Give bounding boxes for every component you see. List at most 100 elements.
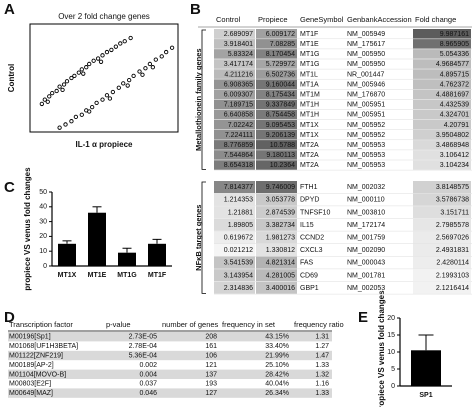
point [121, 81, 126, 86]
cell-shade [413, 39, 471, 49]
point [100, 97, 105, 102]
table-cell: 2.874539 [266, 209, 295, 216]
cell-shade [256, 49, 297, 59]
table-cell: 121 [205, 362, 217, 369]
panel-label: C [4, 179, 15, 196]
table-cell: 0.004 [139, 371, 157, 378]
table-cell: NM_175617 [347, 41, 385, 48]
y-tick-label: 5 [391, 366, 395, 373]
table-cell: NM_005949 [347, 31, 385, 38]
table-cell: 8.965905 [440, 41, 469, 48]
table-cell: 3.5786738 [436, 197, 469, 204]
y-tick-label: 0 [391, 383, 395, 390]
cell-shade [256, 206, 297, 219]
point [57, 84, 62, 89]
table-cell: 1.89805 [228, 222, 253, 229]
cell-shade [413, 49, 471, 59]
cell-shade [413, 29, 471, 39]
point [153, 57, 158, 62]
point [113, 44, 118, 49]
table-cell: 7.08285 [270, 41, 295, 48]
table-cell: 2.1216414 [436, 285, 469, 292]
point [87, 61, 92, 67]
table-cell: 8.170454 [266, 51, 295, 58]
cell-shade [256, 79, 297, 89]
table-cell: 2.689097 [224, 31, 253, 38]
table-cell: NM_005952 [347, 132, 385, 139]
bar [411, 350, 441, 386]
panel-label: D [4, 309, 15, 326]
table-cell: MT1G [300, 51, 319, 58]
cell-shade [256, 119, 297, 130]
cell-shade [256, 29, 297, 39]
table-cell: 9.337849 [266, 102, 295, 109]
table-cell: 3.9504802 [436, 132, 469, 139]
table-cell: 40.04% [265, 381, 289, 388]
table-cell: 2.314836 [224, 285, 253, 292]
plot-frame [29, 23, 179, 133]
table-cell: M01104[MOVO-B] [9, 371, 66, 378]
table-cell: 3.8148575 [436, 184, 469, 191]
table-cell: 6.502736 [266, 71, 295, 78]
column-header: frequency ratio [294, 320, 344, 329]
table-cell: NM_005950 [347, 51, 385, 58]
point [94, 100, 99, 105]
point [79, 112, 84, 117]
y-axis-label: Control [7, 64, 16, 92]
table-cell: 161 [205, 343, 217, 350]
point [69, 75, 74, 81]
point [109, 47, 114, 53]
cell-shade [214, 119, 255, 130]
cell-shade [413, 79, 471, 89]
table-cell: 26.34% [265, 390, 289, 397]
table-cell: 8.754458 [266, 112, 295, 119]
table-cell: 3.918401 [224, 41, 253, 48]
point [57, 125, 62, 130]
cell-shade [214, 218, 255, 231]
cell-shade [214, 193, 255, 206]
bar [148, 243, 166, 266]
table-cell: 0.021212 [224, 247, 253, 254]
x-tick-label: MT1E [88, 272, 107, 279]
y-axis-label: propiece VS venus fold changes [377, 290, 386, 407]
cell-shade [413, 206, 471, 219]
table-cell: NM_000043 [347, 260, 385, 267]
point [73, 114, 79, 120]
table-cell: 4.432539 [440, 102, 469, 109]
cell-shade [214, 150, 255, 160]
table-cell: MT1G [300, 61, 319, 68]
cell-shade [214, 49, 255, 59]
cell-shade [413, 89, 471, 100]
point [72, 73, 77, 78]
cell-shade [256, 218, 297, 231]
table-cell: 3.400016 [266, 285, 295, 292]
table-cell: 2.73E-05 [129, 334, 158, 341]
x-tick-label: SP1 [419, 392, 432, 399]
cell-shade [214, 140, 255, 150]
point [104, 49, 110, 55]
table-cell: 9.746009 [266, 184, 295, 191]
cell-shade [214, 130, 255, 140]
table-cell: NM_002032 [347, 184, 385, 191]
y-tick-label: 40 [39, 204, 47, 211]
point [169, 45, 175, 50]
panel-label: A [4, 1, 15, 18]
cell-shade [413, 59, 471, 69]
point [128, 35, 133, 41]
table-cell: 7.544864 [224, 152, 253, 159]
table-cell: NM_005953 [347, 162, 385, 169]
table-cell: MT1X [300, 132, 319, 139]
table-cell: IL15 [300, 222, 314, 229]
table-cell: 1.214353 [224, 197, 253, 204]
point [54, 88, 59, 94]
table-cell: 43.15% [265, 334, 289, 341]
column-header: p-value [106, 320, 131, 329]
point [91, 58, 96, 63]
table-cell: MT2A [300, 152, 319, 159]
point [81, 71, 86, 76]
table-cell: MT2A [300, 162, 319, 169]
cell-shade [256, 281, 297, 294]
table-cell: 3.104234 [440, 162, 469, 169]
table-cell: NM_005951 [347, 102, 385, 109]
table-cell: 0.002 [139, 362, 157, 369]
